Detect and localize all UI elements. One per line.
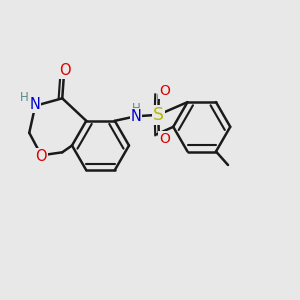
- Text: O: O: [59, 63, 71, 78]
- Text: S: S: [153, 106, 164, 124]
- Text: N: N: [130, 109, 141, 124]
- Text: H: H: [20, 91, 28, 104]
- Text: O: O: [159, 132, 170, 146]
- Text: H: H: [131, 102, 140, 115]
- Text: N: N: [30, 97, 41, 112]
- Text: O: O: [35, 149, 47, 164]
- Text: O: O: [159, 84, 170, 98]
